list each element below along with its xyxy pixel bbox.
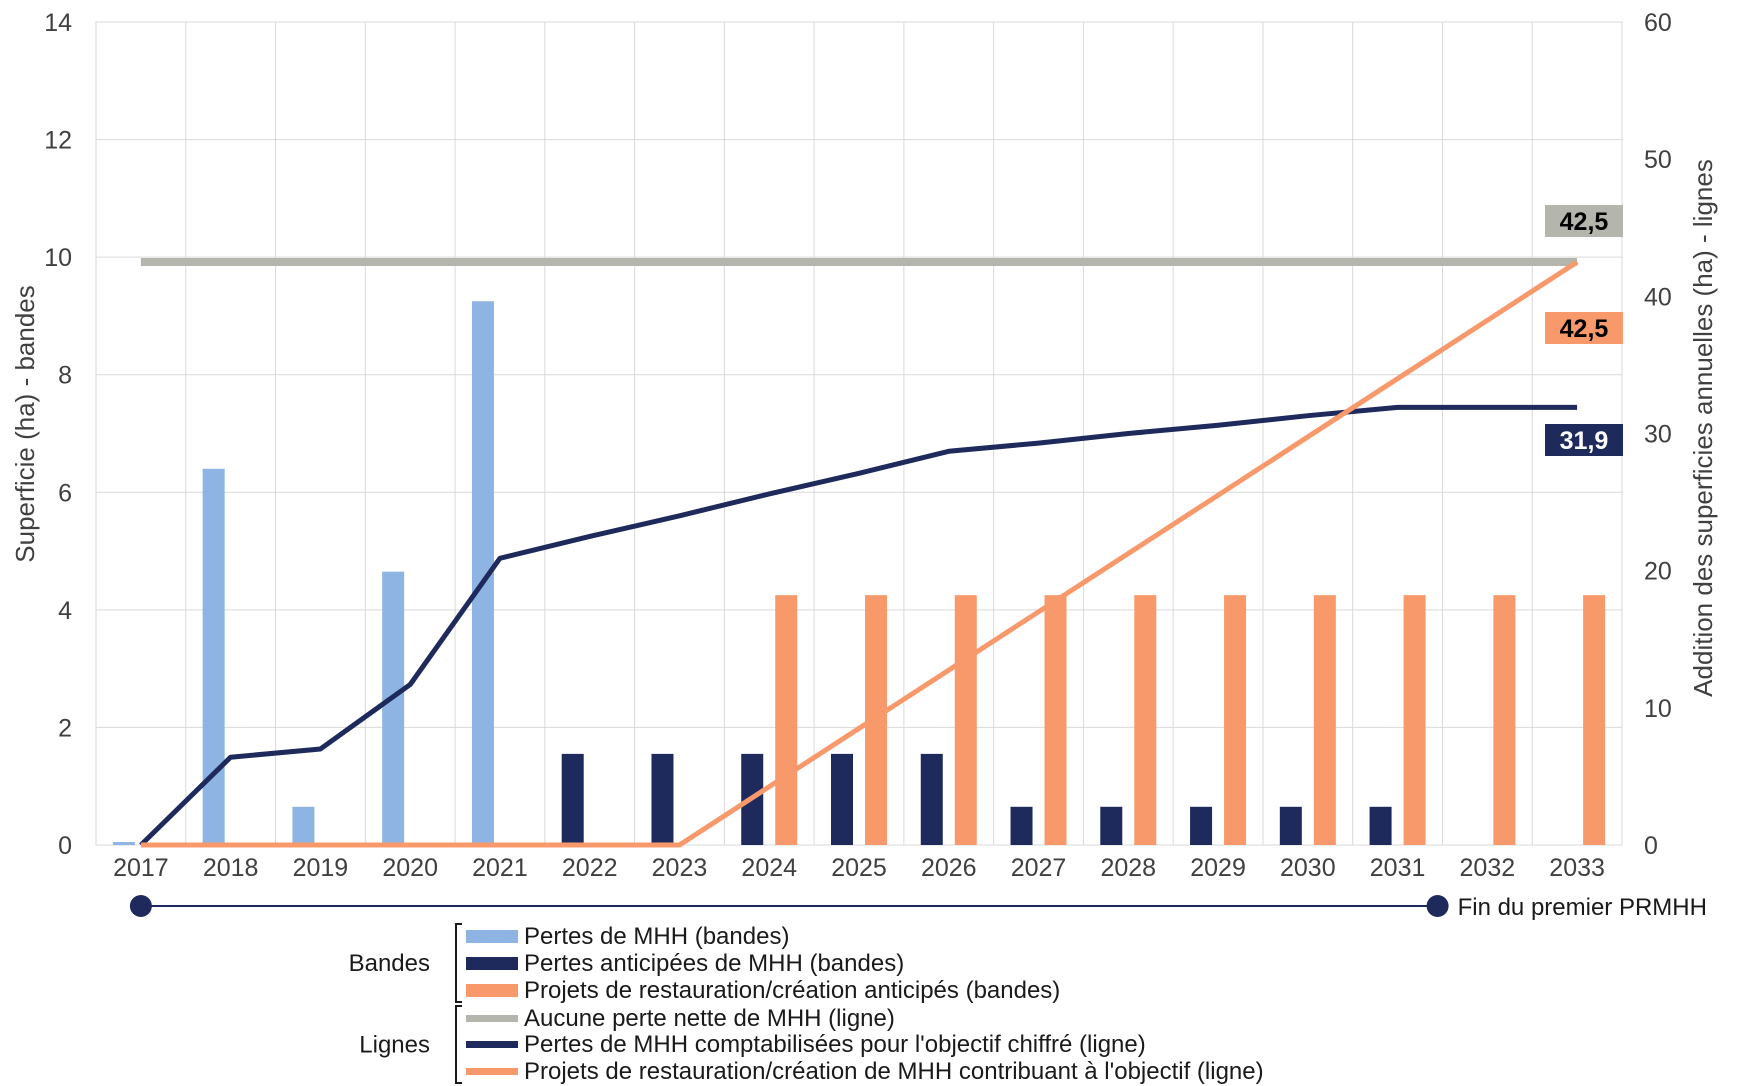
- y-right-tick-label: 0: [1644, 832, 1658, 860]
- line-pertes-comptabilisees: [139, 404, 1578, 847]
- bar-projets-restauration: [775, 595, 798, 845]
- x-tick-label: 2017: [113, 854, 169, 882]
- x-tick-label: 2028: [1100, 854, 1156, 882]
- x-tick-label: 2030: [1280, 854, 1336, 882]
- legend-group-label: Lignes: [359, 1032, 430, 1059]
- bar-projets-restauration: [954, 595, 977, 845]
- legend: Bandes Pertes de MHH (bandes)Pertes antic…: [349, 923, 1264, 1085]
- y-right-tick-label: 20: [1644, 558, 1672, 586]
- legend-swatch-line: [466, 1068, 518, 1075]
- y-left-tick-label: 6: [58, 479, 72, 507]
- x-tick-label: 2021: [472, 854, 528, 882]
- y-left-tick-label: 14: [44, 9, 72, 37]
- legend-swatch-line: [466, 1015, 518, 1022]
- y-right-tick-label: 10: [1644, 695, 1672, 723]
- bar-pertes-anticipees: [920, 753, 943, 845]
- bar-projets-restauration: [1134, 595, 1157, 845]
- y-right-tick-label: 60: [1644, 9, 1672, 37]
- gridlines: [95, 21, 1623, 846]
- bar-pertes-anticipees: [651, 753, 674, 845]
- x-tick-label: 2020: [382, 854, 438, 882]
- bar-pertes-anticipees: [1279, 806, 1302, 845]
- y-right-tick-label: 50: [1644, 146, 1672, 174]
- y-axis-left-title: Superficie (ha) - bandes: [10, 285, 40, 562]
- y-right-tick-label: 30: [1644, 421, 1672, 449]
- y-right-tick-label: 40: [1644, 283, 1672, 311]
- legend-item-label: Aucune perte nette de MHH (ligne): [524, 1005, 895, 1032]
- x-tick-label: 2029: [1190, 854, 1246, 882]
- bar-projets-restauration: [1313, 595, 1336, 845]
- bar-pertes: [471, 301, 494, 845]
- legend-bracket: [455, 1005, 462, 1084]
- x-tick-label: 2032: [1460, 854, 1516, 882]
- callout-label: 31,9: [1560, 427, 1609, 455]
- y-left-tick-label: 10: [44, 244, 72, 272]
- bar-pertes: [292, 806, 315, 845]
- y-left-tick-label: 8: [58, 362, 72, 390]
- bar-pertes-anticipees: [1369, 806, 1392, 845]
- y-axis-right-title: Addition des superficies annuelles (ha) …: [1688, 159, 1718, 697]
- legend-item-label: Pertes de MHH (bandes): [524, 923, 789, 950]
- plot-frame: [95, 21, 1623, 846]
- bar-pertes-anticipees: [831, 753, 853, 845]
- x-tick-label: 2019: [293, 854, 349, 882]
- y-left-tick-label: 0: [58, 832, 72, 860]
- legend-item-label: Pertes anticipées de MHH (bandes): [524, 950, 904, 977]
- bar-projets-restauration: [1044, 595, 1067, 845]
- x-tick-label: 2033: [1549, 854, 1605, 882]
- legend-item-label: Projets de restauration/création anticip…: [524, 977, 1060, 1004]
- x-tick-label: 2018: [203, 854, 259, 882]
- callout-box: [1545, 205, 1623, 237]
- y-left-tick-label: 4: [58, 597, 72, 625]
- legend-group-label: Bandes: [349, 950, 430, 977]
- value-callouts: 42,5 42,5 31,9: [1545, 205, 1623, 456]
- bar-projets-restauration: [1403, 595, 1426, 845]
- bars: [112, 301, 1606, 845]
- bar-projets-restauration: [1493, 595, 1516, 845]
- bar-pertes: [382, 571, 405, 845]
- lines: [139, 258, 1579, 848]
- x-tick-label: 2025: [831, 854, 887, 882]
- line-projets-contribuant: [140, 259, 1579, 848]
- bar-projets-restauration: [1583, 595, 1606, 845]
- legend-swatch-bar: [466, 930, 518, 943]
- legend-swatch-bar: [466, 957, 518, 970]
- legend-swatch-bar: [466, 984, 518, 997]
- x-tick-label: 2031: [1370, 854, 1426, 882]
- bar-pertes-anticipees: [1100, 806, 1123, 845]
- x-tick-label: 2022: [562, 854, 618, 882]
- bar-pertes-anticipees: [1010, 806, 1033, 845]
- callout-box: [1545, 312, 1623, 344]
- legend-item-label: Projets de restauration/création de MHH …: [524, 1058, 1264, 1085]
- callout-box: [1545, 424, 1623, 456]
- y-left-tick-label: 2: [58, 714, 72, 742]
- x-tick-label: 2023: [652, 854, 708, 882]
- timeline-end-dot: [1426, 895, 1449, 917]
- x-tick-label: 2024: [741, 854, 797, 882]
- legend-item-label: Pertes de MHH comptabilisées pour l'obje…: [524, 1031, 1146, 1058]
- x-tick-label: 2027: [1011, 854, 1067, 882]
- bar-pertes: [202, 468, 225, 845]
- bar-pertes: [112, 842, 135, 845]
- timeline-end-label: Fin du premier PRMHH: [1458, 894, 1707, 921]
- bar-pertes-anticipees: [1190, 806, 1213, 845]
- callout-label: 42,5: [1560, 315, 1609, 343]
- bar-pertes-anticipees: [561, 753, 584, 845]
- legend-swatch-line: [466, 1041, 518, 1048]
- y-left-tick-label: 12: [44, 127, 72, 155]
- callout-label: 42,5: [1560, 208, 1609, 236]
- x-tick-label: 2026: [921, 854, 977, 882]
- timeline-start-dot: [129, 895, 152, 917]
- timeline: Fin du premier PRMHH: [129, 894, 1707, 921]
- legend-bracket: [455, 923, 462, 1003]
- bar-projets-restauration: [1224, 595, 1247, 845]
